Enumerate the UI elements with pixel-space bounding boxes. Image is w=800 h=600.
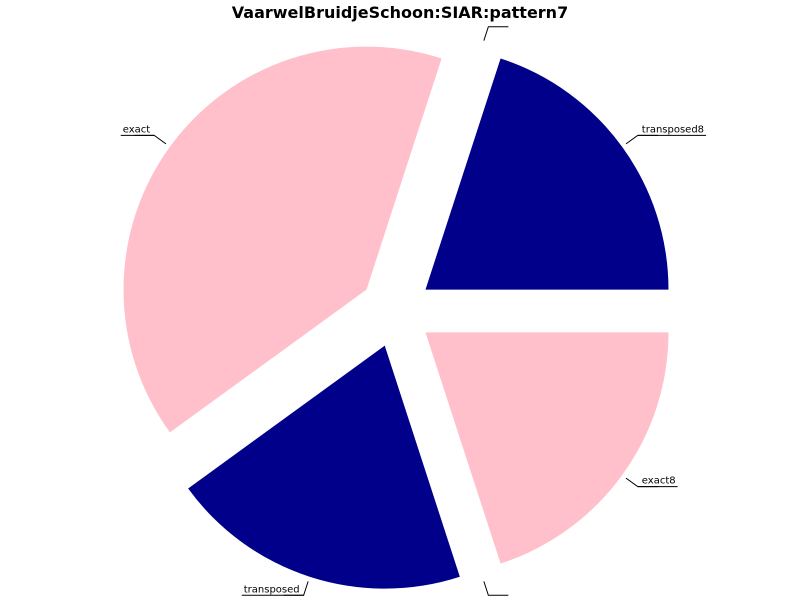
pie-slice-exact8	[425, 332, 669, 564]
leader-line-unlabeled-1	[483, 26, 509, 41]
pie-labels: transposed8 exact transposed exact8	[120, 26, 707, 596]
slice-label-transposed: transposed	[244, 584, 300, 595]
slice-label-exact: exact	[123, 124, 151, 135]
leader-line-transposed8	[625, 134, 658, 145]
pie-slice-transposed8	[425, 58, 669, 290]
leader-line-unlabeled-4	[483, 581, 509, 596]
pie-slice-exact	[123, 46, 442, 433]
pie-slices	[123, 46, 669, 589]
slice-label-exact8: exact8	[642, 476, 676, 487]
pie-slice-transposed	[188, 345, 460, 589]
chart-title: VaarwelBruidjeSchoon:SIAR:pattern7	[232, 3, 568, 22]
leader-line-exact	[134, 134, 167, 145]
slice-label-transposed8: transposed8	[642, 124, 704, 135]
